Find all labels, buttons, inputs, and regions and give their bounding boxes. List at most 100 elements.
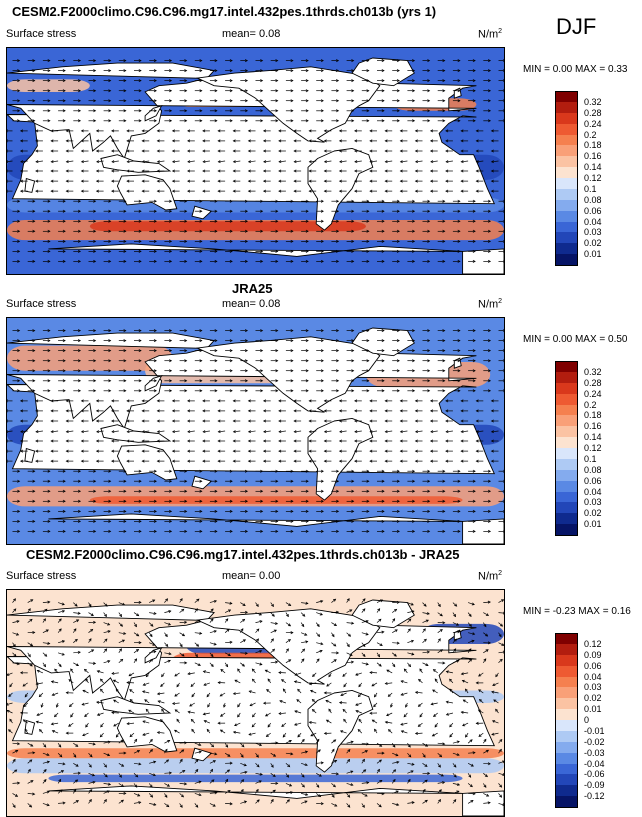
panel-title-model: CESM2.F2000climo.C96.C96.mg17.intel.432p… xyxy=(12,4,437,19)
panel-mean-label: mean= 0.08 xyxy=(222,28,281,40)
colorbar-swatch xyxy=(555,91,578,103)
colorbar-swatch xyxy=(555,156,578,168)
stress-field-band xyxy=(7,345,173,371)
continent-greenland xyxy=(351,327,415,357)
colorbar-swatch xyxy=(555,763,578,775)
colorbar-swatch xyxy=(555,709,578,720)
colorbar-tick-label: 0.24 xyxy=(584,388,602,399)
stress-vectors xyxy=(7,59,504,263)
colorbar-swatch xyxy=(555,404,578,416)
colorbar-swatch xyxy=(555,752,578,764)
units-base: N/m xyxy=(478,570,499,583)
continent-namerica xyxy=(195,66,381,143)
colorbar-tick-label: 0.2 xyxy=(584,129,597,140)
colorbar-swatch xyxy=(555,774,578,786)
colorbar-swatch xyxy=(555,698,578,710)
continent-samerica xyxy=(307,147,374,231)
colorbar-swatch xyxy=(555,469,578,481)
colorbar-swatch xyxy=(555,210,578,222)
colorbar-tick-label: 0.32 xyxy=(584,366,602,377)
continent-japan xyxy=(144,105,163,122)
colorbar-tick-label: 0.06 xyxy=(584,475,602,486)
panel-units-label: N/m2 xyxy=(478,570,502,583)
panel-mean-label: mean= 0.00 xyxy=(222,570,281,582)
panel-variable-label: Surface stress xyxy=(6,28,77,40)
stress-field-band xyxy=(7,758,504,774)
colorbar-swatch xyxy=(555,720,578,731)
colorbar-swatch xyxy=(555,145,578,157)
panel-units-label: N/m2 xyxy=(478,28,502,41)
map-model-surface-stress xyxy=(6,47,505,275)
colorbar-swatch xyxy=(555,188,578,200)
colorbar-swatch xyxy=(555,112,578,124)
colorbar-tick-label: 0.08 xyxy=(584,194,602,205)
panel-minmax: MIN = -0.23 MAX = 0.16 xyxy=(523,606,631,617)
colorbar-swatch xyxy=(555,448,578,459)
colorbar-tick-label: -0.01 xyxy=(584,725,605,736)
stress-field-band xyxy=(89,496,463,504)
colorbar-swatch xyxy=(555,221,578,233)
units-base: N/m xyxy=(478,28,499,41)
stress-vectors xyxy=(7,329,504,533)
units-exp: 2 xyxy=(498,28,503,35)
continent-samerica xyxy=(307,417,374,501)
stress-field-band xyxy=(7,79,90,92)
colorbar-tick-label: 0.06 xyxy=(584,660,602,671)
continent-antarctica xyxy=(48,785,504,816)
continent-greenland xyxy=(351,57,415,87)
colorbar-tick-label: 0.01 xyxy=(584,249,602,260)
continent-nz xyxy=(191,205,213,220)
colorbar-swatch xyxy=(555,199,578,211)
colorbar-tick-label: 0.12 xyxy=(584,638,602,649)
colorbar-tick-label: 0.18 xyxy=(584,410,602,421)
colorbar-swatch xyxy=(555,665,578,677)
colorbar-tick-label: 0.32 xyxy=(584,96,602,107)
panel-variable-label: Surface stress xyxy=(6,298,77,310)
colorbar-swatch xyxy=(555,243,578,255)
colorbar-swatch xyxy=(555,393,578,405)
colorbar-swatch xyxy=(555,437,578,448)
colorbar-tick-label: 0.04 xyxy=(584,671,602,682)
continent-madagascar xyxy=(24,448,36,463)
colorbar-tick-label: 0.12 xyxy=(584,173,602,183)
colorbar-tick-label: 0.16 xyxy=(584,151,602,162)
panel-minmax: MIN = 0.00 MAX = 0.33 xyxy=(523,64,628,75)
colorbar-tick-label: 0.02 xyxy=(584,693,602,704)
colorbar-tick-label: 0.2 xyxy=(584,399,597,410)
continent-australia xyxy=(116,716,178,753)
colorbar-swatch xyxy=(555,643,578,655)
colorbar-tick-label: 0.16 xyxy=(584,421,602,432)
colorbar-swatch xyxy=(555,123,578,135)
colorbar-tick-label: 0.08 xyxy=(584,464,602,475)
continent-uk xyxy=(453,629,462,641)
colorbar-tick-label: -0.06 xyxy=(584,769,605,780)
colorbar-swatch xyxy=(555,361,578,373)
colorbar-tick-label: -0.09 xyxy=(584,780,605,791)
colorbar-swatch xyxy=(555,491,578,503)
colorbar-swatch xyxy=(555,134,578,146)
colorbar-tick-label: 0.04 xyxy=(584,486,602,497)
colorbar-swatch xyxy=(555,101,578,113)
panel-units-label: N/m2 xyxy=(478,298,502,311)
colorbar-swatch xyxy=(555,426,578,438)
units-exp: 2 xyxy=(498,570,503,577)
colorbar-obs: 0.32 0.28 0.24 0.2 0.18 0.16 0.14 0.12 0.1 0.08 0.… xyxy=(555,361,602,536)
continent-australia xyxy=(116,444,178,481)
colorbar-tick-label: 0.12 xyxy=(584,443,602,453)
stress-field-band xyxy=(48,774,463,783)
colorbar-swatch xyxy=(555,796,578,808)
continent-antarctica xyxy=(48,243,504,274)
panel-mean-label: mean= 0.08 xyxy=(222,298,281,310)
colorbar-swatch xyxy=(555,382,578,394)
stress-vectors xyxy=(7,598,504,809)
stress-field-band xyxy=(7,472,504,485)
colorbar-tick-label: 0.03 xyxy=(584,227,602,238)
colorbar-swatch xyxy=(555,232,578,244)
continent-indonesia xyxy=(100,424,172,443)
colorbar-tick-label: -0.12 xyxy=(584,791,605,802)
map-diff-surface-stress xyxy=(6,589,505,817)
colorbar-tick-label: 0.03 xyxy=(584,682,602,693)
colorbar-swatch xyxy=(555,633,578,645)
continent-indonesia xyxy=(100,696,172,715)
colorbar-tick-label: 0 xyxy=(584,715,590,725)
